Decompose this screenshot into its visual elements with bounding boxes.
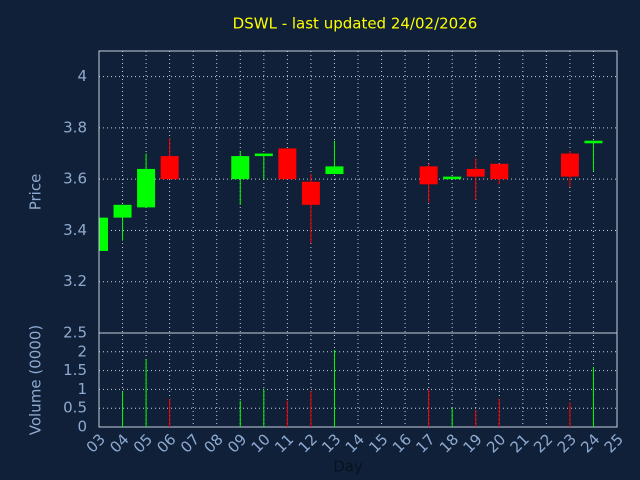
candle-body xyxy=(584,140,603,144)
candles xyxy=(99,138,603,251)
candle-body xyxy=(137,168,156,208)
x-tick-label: 24 xyxy=(577,430,603,456)
x-tick-label: 10 xyxy=(248,430,274,456)
x-tick-label: 17 xyxy=(412,430,438,456)
candle-body xyxy=(160,156,179,180)
candle-body xyxy=(490,163,509,180)
candle-body xyxy=(301,181,320,205)
x-tick-label: 13 xyxy=(318,430,344,456)
y2-tick-label: 1 xyxy=(77,380,87,398)
x-tick-label: 22 xyxy=(530,430,556,456)
x-tick-label: 11 xyxy=(271,430,297,456)
candle-body xyxy=(466,168,485,177)
x-tick-label: 19 xyxy=(460,430,486,456)
x-tick-label: 04 xyxy=(106,430,132,456)
chart-title: DSWL - last updated 24/02/2026 xyxy=(233,15,478,33)
candle-body xyxy=(113,204,132,218)
candle-body xyxy=(231,156,250,180)
y2-tick-label: 2 xyxy=(77,342,87,360)
candle-body xyxy=(443,176,462,180)
x-tick-label: 07 xyxy=(177,430,203,456)
y2-tick-label: 2.5 xyxy=(63,324,87,342)
y2-axis-label: Volume (0000) xyxy=(27,325,45,435)
candle-body xyxy=(560,153,579,177)
x-tick-label: 15 xyxy=(365,430,391,456)
y2-tick-label: 1.5 xyxy=(63,361,87,379)
y-tick-label: 3.6 xyxy=(63,170,87,188)
y-tick-label: 4 xyxy=(77,67,87,85)
y-tick-label: 3.2 xyxy=(63,272,87,290)
candle-body xyxy=(278,148,297,180)
x-tick-label: 21 xyxy=(507,430,533,456)
candle-body xyxy=(254,153,273,157)
y2-tick-label: 0.5 xyxy=(63,399,87,417)
candle-body xyxy=(99,217,108,251)
x-axis-label: Day xyxy=(333,458,363,476)
x-tick-label: 09 xyxy=(224,430,250,456)
y-tick-label: 3.8 xyxy=(63,118,87,136)
candle-body xyxy=(325,166,344,175)
x-tick-label: 25 xyxy=(601,430,627,456)
y-tick-label: 3.4 xyxy=(63,221,87,239)
x-tick-label: 12 xyxy=(295,430,321,456)
y-axis-label: Price xyxy=(27,174,45,211)
x-tick-label: 14 xyxy=(342,430,368,456)
grid xyxy=(98,51,618,428)
x-tick-label: 06 xyxy=(153,430,179,456)
candle-body xyxy=(419,166,438,185)
x-tick-label: 20 xyxy=(483,430,509,456)
x-tick-label: 16 xyxy=(389,430,415,456)
x-tick-label: 05 xyxy=(130,430,156,456)
x-tick-label: 23 xyxy=(554,430,580,456)
y2-tick-label: 0 xyxy=(77,418,87,436)
x-tick-label: 08 xyxy=(201,430,227,456)
x-tick-label: 18 xyxy=(436,430,462,456)
plot-frame xyxy=(98,50,618,428)
